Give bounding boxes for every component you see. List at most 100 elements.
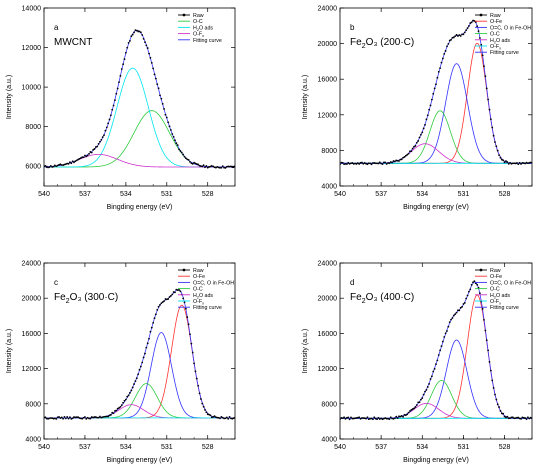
- raw-point: [219, 417, 221, 420]
- raw-point: [205, 165, 208, 167]
- raw-point: [387, 161, 389, 164]
- raw-point: [165, 298, 168, 301]
- legend-label: Fitting curve: [490, 305, 519, 311]
- raw-point: [82, 156, 85, 159]
- y-tick-label: 16000: [22, 331, 42, 338]
- raw-point: [107, 415, 110, 418]
- raw-point: [343, 416, 346, 419]
- raw-point: [454, 35, 457, 37]
- y-tick-label: 12000: [22, 366, 42, 373]
- raw-point: [354, 162, 356, 165]
- raw-point: [402, 156, 404, 159]
- y-tick-label: 8000: [321, 401, 337, 408]
- legend-marker: [479, 13, 483, 17]
- raw-point: [85, 155, 88, 158]
- raw-point: [127, 394, 130, 397]
- raw-point: [81, 156, 84, 159]
- raw-point: [472, 19, 474, 22]
- raw-point: [124, 51, 127, 54]
- raw-point: [225, 165, 228, 168]
- x-tick-label: 537: [79, 191, 91, 198]
- raw-point: [433, 367, 436, 370]
- raw-point: [511, 162, 514, 165]
- raw-point: [411, 147, 414, 150]
- raw-point: [430, 375, 433, 378]
- y-tick-label: 20000: [318, 296, 338, 303]
- raw-point: [359, 417, 362, 420]
- raw-point: [389, 416, 392, 419]
- raw-point: [388, 162, 391, 165]
- plot-area: [44, 29, 235, 169]
- raw-point: [194, 162, 197, 165]
- x-tick-label: 534: [416, 191, 428, 198]
- legend-entry: O-Fx​: [475, 299, 501, 306]
- raw-point: [437, 354, 440, 356]
- raw-point: [149, 57, 152, 59]
- legend-label: H2​O ads: [193, 25, 213, 32]
- raw-point: [82, 416, 85, 419]
- raw-point: [398, 415, 400, 418]
- raw-point: [385, 163, 388, 165]
- raw-point: [191, 351, 194, 354]
- raw-point: [355, 417, 358, 419]
- raw-point: [441, 340, 444, 343]
- raw-point: [498, 154, 500, 157]
- raw-point: [109, 114, 112, 117]
- raw-point: [199, 398, 202, 400]
- raw-point: [459, 306, 462, 309]
- raw-point: [118, 81, 120, 84]
- x-tick-label: 531: [458, 444, 470, 451]
- raw-point: [225, 416, 228, 419]
- legend-label: Fitting curve: [193, 305, 222, 311]
- raw-point: [51, 166, 54, 168]
- y-tick-label: 8000: [25, 401, 41, 408]
- raw-point: [413, 407, 415, 410]
- raw-point: [376, 162, 378, 165]
- x-axis-label: Bingding energy (eV): [403, 457, 469, 464]
- raw-point: [436, 359, 439, 362]
- raw-point: [119, 74, 122, 77]
- legend-entry: Fitting curve: [475, 305, 519, 311]
- raw-point: [409, 150, 411, 153]
- x-axis-label: Bingding energy (eV): [107, 457, 173, 464]
- raw-point: [174, 291, 176, 294]
- raw-point: [47, 166, 49, 169]
- raw-point: [122, 63, 125, 66]
- raw-point: [494, 393, 496, 396]
- fitting-curve: [44, 29, 235, 168]
- raw-point: [171, 133, 174, 135]
- raw-point: [509, 417, 511, 420]
- raw-point: [56, 164, 59, 167]
- raw-point: [78, 157, 81, 160]
- sample-label: MWCNT: [54, 37, 92, 48]
- component-h-o-ads: [340, 402, 532, 419]
- raw-point: [232, 166, 235, 169]
- raw-point: [444, 332, 447, 335]
- raw-point: [183, 155, 186, 158]
- legend-label: O-Fx​: [193, 299, 204, 306]
- raw-point: [160, 302, 163, 305]
- raw-point: [130, 35, 133, 38]
- y-axis-label: Intensity (a.u.): [302, 329, 309, 373]
- raw-point: [93, 416, 96, 418]
- raw-point: [362, 162, 365, 165]
- raw-point: [66, 162, 69, 165]
- panel-d: 540 537 534 531 528 4000 8000 12000 16000 20000 24…: [302, 261, 533, 464]
- raw-point: [228, 165, 231, 168]
- raw-point: [344, 162, 347, 165]
- raw-point: [485, 87, 488, 90]
- raw-point: [60, 164, 63, 166]
- legend-label: O-C: [490, 32, 500, 38]
- raw-point: [180, 151, 183, 154]
- raw-point: [96, 145, 99, 148]
- raw-point: [395, 415, 398, 418]
- raw-point: [145, 44, 148, 47]
- raw-point: [478, 292, 481, 295]
- raw-point: [198, 164, 201, 167]
- raw-point: [393, 160, 396, 163]
- raw-point: [131, 33, 134, 36]
- raw-point: [182, 297, 185, 300]
- raw-point: [507, 417, 510, 420]
